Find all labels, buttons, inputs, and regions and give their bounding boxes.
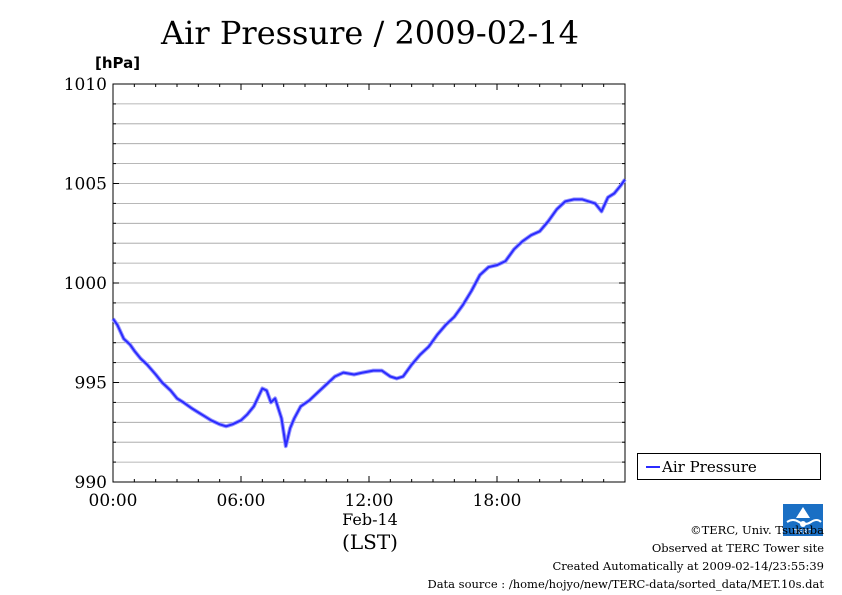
plot-frame — [112, 83, 626, 483]
grid — [113, 103, 625, 463]
credit-observed: Observed at TERC Tower site — [651, 541, 824, 555]
legend-swatch-air-pressure — [646, 466, 660, 468]
x-tick-label: 18:00 — [473, 491, 522, 511]
credit-created: Created Automatically at 2009-02-14/23:5… — [552, 559, 825, 573]
y-tick-label: 1000 — [64, 274, 107, 294]
legend-label-air-pressure: Air Pressure — [662, 458, 757, 476]
x-axis-date-label: Feb-14 — [342, 510, 398, 529]
logo-text: TERC — [793, 528, 812, 536]
y-tick-label: 1010 — [64, 75, 107, 95]
y-axis-label: [hPa] — [95, 54, 141, 72]
credit-source: Data source : /home/hojyo/new/TERC-data/… — [427, 577, 824, 591]
x-axis-label: (LST) — [342, 530, 398, 554]
series-layer — [111, 178, 627, 449]
legend: Air Pressure — [637, 453, 821, 480]
credit-copyright: ©TERC, Univ. Tsukuba — [690, 523, 824, 537]
x-tick-label: 12:00 — [345, 491, 394, 511]
series-line-air-pressure — [112, 178, 626, 448]
credits: ©TERC, Univ. Tsukuba Observed at TERC To… — [427, 521, 824, 593]
chart-title: Air Pressure / 2009-02-14 — [161, 14, 579, 52]
y-tick-label: 995 — [75, 374, 107, 394]
x-tick-label: 06:00 — [217, 491, 266, 511]
y-tick-label: 990 — [75, 473, 107, 493]
y-axis-ticks: 990 995 1000 1005 1010 — [64, 75, 625, 493]
x-axis-ticks: 00:00 06:00 12:00 18:00 — [89, 84, 626, 511]
y-tick-label: 1005 — [64, 175, 107, 195]
terc-logo-icon: TERC — [783, 504, 823, 536]
x-tick-label: 00:00 — [89, 491, 138, 511]
